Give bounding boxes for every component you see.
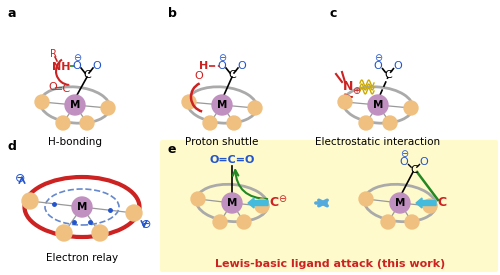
Circle shape <box>65 95 85 115</box>
Text: ⊕: ⊕ <box>352 86 360 96</box>
Text: C: C <box>270 197 278 210</box>
Text: ⊖: ⊖ <box>278 194 286 204</box>
Circle shape <box>248 101 262 115</box>
Text: C: C <box>384 70 392 80</box>
Text: c: c <box>330 7 338 20</box>
Text: =C: =C <box>54 84 70 94</box>
Text: M: M <box>77 202 87 212</box>
Text: Electron relay: Electron relay <box>46 253 118 263</box>
FancyArrow shape <box>416 198 436 208</box>
Text: ⊖: ⊖ <box>141 219 151 232</box>
Circle shape <box>212 95 232 115</box>
Text: M: M <box>395 198 405 208</box>
Text: M: M <box>70 100 80 110</box>
Text: N: N <box>343 81 353 94</box>
Circle shape <box>227 116 241 130</box>
Text: O: O <box>92 61 102 71</box>
FancyArrow shape <box>248 198 268 208</box>
Circle shape <box>80 116 94 130</box>
Text: Proton shuttle: Proton shuttle <box>186 137 258 147</box>
Text: ⊖: ⊖ <box>15 172 25 186</box>
Text: H-bonding: H-bonding <box>48 137 102 147</box>
Circle shape <box>92 225 108 241</box>
Text: O: O <box>374 61 382 71</box>
Circle shape <box>405 215 419 229</box>
Text: O: O <box>48 82 58 92</box>
Circle shape <box>72 197 92 217</box>
Circle shape <box>368 95 388 115</box>
Text: C: C <box>410 165 418 175</box>
Text: H: H <box>200 61 208 71</box>
Text: d: d <box>8 140 17 153</box>
Circle shape <box>35 95 49 109</box>
Circle shape <box>359 116 373 130</box>
Circle shape <box>203 116 217 130</box>
Circle shape <box>383 116 397 130</box>
Text: O: O <box>394 61 402 71</box>
Text: M: M <box>373 100 383 110</box>
Text: ⊖: ⊖ <box>73 53 81 63</box>
Circle shape <box>404 101 418 115</box>
Text: O: O <box>238 61 246 71</box>
Text: ⊖: ⊖ <box>374 53 382 63</box>
Text: M: M <box>227 198 237 208</box>
Text: M: M <box>217 100 227 110</box>
Text: O: O <box>420 157 428 167</box>
Text: O: O <box>400 157 408 167</box>
Circle shape <box>390 193 410 213</box>
Circle shape <box>22 193 38 209</box>
Circle shape <box>213 215 227 229</box>
Text: O: O <box>218 61 226 71</box>
Text: O=C=O: O=C=O <box>210 155 254 165</box>
Text: ⊖: ⊖ <box>218 53 226 63</box>
Circle shape <box>423 199 437 213</box>
Circle shape <box>101 101 115 115</box>
Circle shape <box>338 95 352 109</box>
Circle shape <box>182 95 196 109</box>
Circle shape <box>222 193 242 213</box>
Text: Electrostatic interaction: Electrostatic interaction <box>316 137 440 147</box>
Circle shape <box>56 225 72 241</box>
Circle shape <box>381 215 395 229</box>
Text: R: R <box>50 49 56 59</box>
Text: ⊖: ⊖ <box>400 149 408 159</box>
Circle shape <box>359 192 373 206</box>
Circle shape <box>191 192 205 206</box>
Text: NH: NH <box>52 62 70 72</box>
Text: Lewis-basic ligand attack (this work): Lewis-basic ligand attack (this work) <box>215 259 445 269</box>
Circle shape <box>237 215 251 229</box>
FancyBboxPatch shape <box>160 140 498 272</box>
Text: e: e <box>168 143 176 156</box>
Text: O: O <box>72 61 82 71</box>
Text: O: O <box>194 71 203 81</box>
Text: b: b <box>168 7 177 20</box>
Circle shape <box>56 116 70 130</box>
Text: C: C <box>438 197 446 210</box>
Circle shape <box>255 199 269 213</box>
Text: C: C <box>83 70 91 80</box>
Text: C: C <box>228 70 236 80</box>
Circle shape <box>126 205 142 221</box>
Text: a: a <box>8 7 16 20</box>
